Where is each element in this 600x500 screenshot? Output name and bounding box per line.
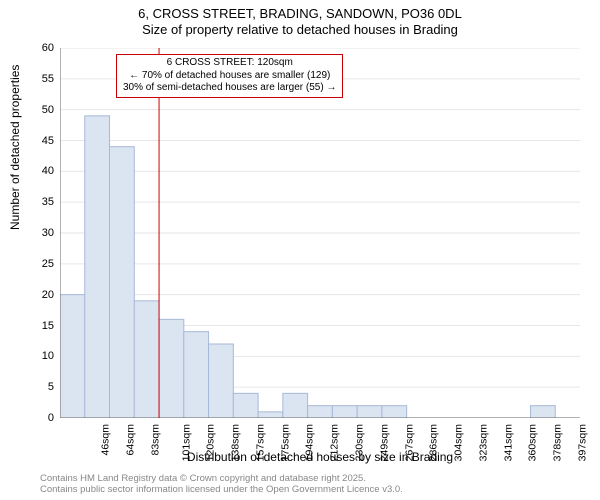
y-tick-label: 15 xyxy=(24,320,54,332)
y-tick-label: 25 xyxy=(24,258,54,270)
bar xyxy=(283,393,308,418)
annotation-line-3: 30% of semi-detached houses are larger (… xyxy=(123,82,336,95)
bar xyxy=(530,406,555,418)
title-line-2: Size of property relative to detached ho… xyxy=(0,22,600,38)
y-tick-label: 30 xyxy=(24,227,54,239)
y-tick-label: 60 xyxy=(24,42,54,54)
annotation-line-1: 6 CROSS STREET: 120sqm xyxy=(123,57,336,70)
bar xyxy=(85,116,110,418)
footer: Contains HM Land Registry data © Crown c… xyxy=(40,474,403,496)
bar xyxy=(233,393,258,418)
y-tick-label: 40 xyxy=(24,165,54,177)
bar xyxy=(308,406,333,418)
bar xyxy=(159,319,184,418)
bar xyxy=(209,344,234,418)
annotation-line-2: ← 70% of detached houses are smaller (12… xyxy=(123,70,336,83)
title-block: 6, CROSS STREET, BRADING, SANDOWN, PO36 … xyxy=(0,0,600,39)
y-tick-label: 45 xyxy=(24,135,54,147)
y-tick-label: 5 xyxy=(24,381,54,393)
bar xyxy=(258,412,283,418)
y-tick-label: 55 xyxy=(24,73,54,85)
y-tick-label: 20 xyxy=(24,289,54,301)
footer-line-2: Contains public sector information licen… xyxy=(40,485,403,496)
bar xyxy=(110,147,135,418)
y-tick-label: 50 xyxy=(24,104,54,116)
bar xyxy=(60,295,85,418)
y-axis-label: Number of detached properties xyxy=(8,65,22,230)
bar xyxy=(134,301,159,418)
chart-container: 6, CROSS STREET, BRADING, SANDOWN, PO36 … xyxy=(0,0,600,500)
chart-area: 6 CROSS STREET: 120sqm ← 70% of detached… xyxy=(60,48,580,418)
bar xyxy=(184,332,209,418)
y-tick-label: 35 xyxy=(24,196,54,208)
x-axis-label: Distribution of detached houses by size … xyxy=(60,450,580,464)
bar xyxy=(357,406,382,418)
bar xyxy=(382,406,407,418)
y-tick-label: 0 xyxy=(24,412,54,424)
plot-svg xyxy=(60,48,580,418)
y-tick-label: 10 xyxy=(24,350,54,362)
annotation-box: 6 CROSS STREET: 120sqm ← 70% of detached… xyxy=(116,54,343,98)
title-line-1: 6, CROSS STREET, BRADING, SANDOWN, PO36 … xyxy=(0,6,600,22)
bar xyxy=(332,406,357,418)
